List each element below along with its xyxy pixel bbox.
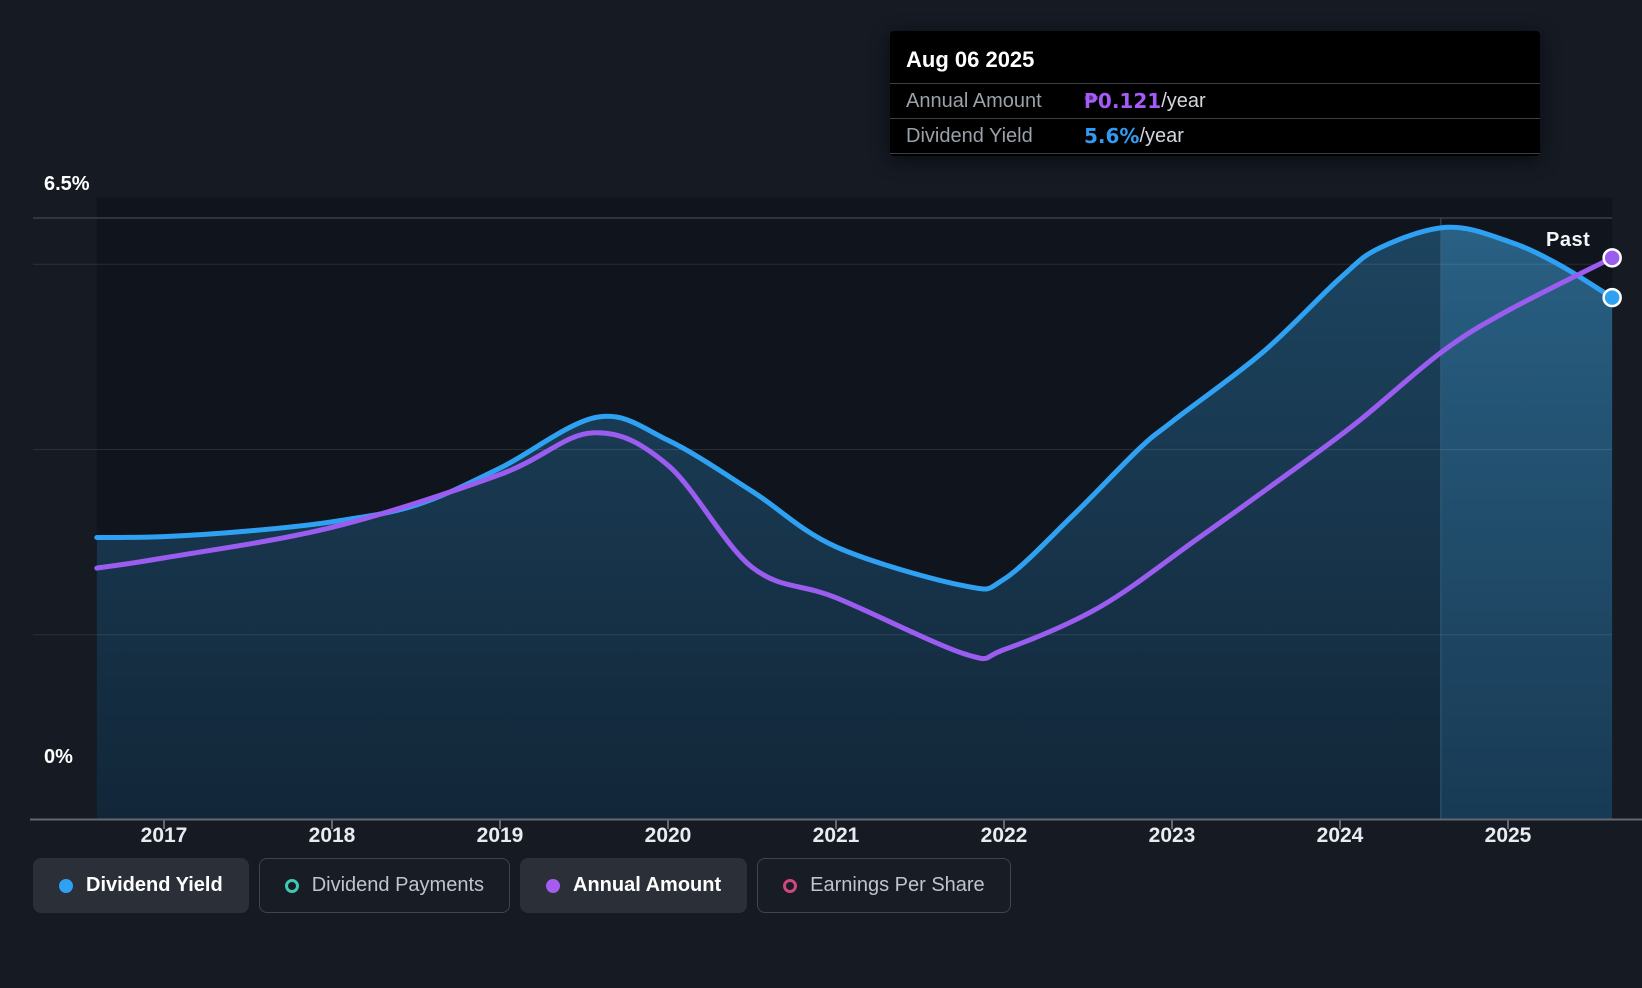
y-axis-top-label: 6.5%	[44, 173, 90, 196]
past-label: Past	[1546, 229, 1590, 252]
x-tick-label: 2017	[116, 824, 212, 848]
dividend-yield-marker-icon	[59, 879, 73, 893]
y-axis-bottom-label: 0%	[44, 746, 73, 769]
legend-label: Dividend Payments	[312, 874, 484, 897]
legend-label: Earnings Per Share	[810, 874, 985, 897]
x-tick-label: 2019	[452, 824, 548, 848]
x-tick-label: 2023	[1124, 824, 1220, 848]
tooltip-value-dividend-yield: 5.6%	[1084, 124, 1139, 148]
legend-label: Dividend Yield	[86, 874, 223, 897]
legend-button-annual-amount[interactable]: Annual Amount	[520, 858, 747, 913]
x-tick-label: 2021	[788, 824, 884, 848]
legend-button-dividend-payments[interactable]: Dividend Payments	[259, 858, 510, 913]
x-tick-label: 2022	[956, 824, 1052, 848]
series-end-dot	[1604, 289, 1621, 306]
tooltip-label: Annual Amount	[906, 90, 1084, 113]
x-tick-label: 2024	[1292, 824, 1388, 848]
tooltip-row-annual-amount: Annual Amount ₱0.121 /year	[890, 83, 1540, 118]
legend-label: Annual Amount	[573, 874, 721, 897]
tooltip-label: Dividend Yield	[906, 125, 1084, 148]
x-tick-label: 2018	[284, 824, 380, 848]
tooltip-row-dividend-yield: Dividend Yield 5.6% /year	[890, 118, 1540, 154]
dividend-payments-marker-icon	[285, 879, 299, 893]
x-tick-label: 2025	[1460, 824, 1556, 848]
x-tick-label: 2020	[620, 824, 716, 848]
legend-button-dividend-yield[interactable]: Dividend Yield	[33, 858, 249, 913]
hover-tooltip: Aug 06 2025 Annual Amount ₱0.121 /year D…	[890, 31, 1540, 156]
series-end-dot	[1604, 249, 1621, 266]
tooltip-value-annual-amount: ₱0.121	[1084, 89, 1161, 113]
tooltip-suffix: /year	[1161, 90, 1205, 113]
earnings-per-share-marker-icon	[783, 879, 797, 893]
legend: Dividend Yield Dividend Payments Annual …	[33, 858, 1011, 913]
tooltip-date: Aug 06 2025	[890, 43, 1540, 83]
legend-button-earnings-per-share[interactable]: Earnings Per Share	[757, 858, 1011, 913]
tooltip-suffix: /year	[1139, 125, 1183, 148]
dividend-history-chart[interactable]: 6.5% 0% Past 2017 2018 2019 2020 2021 20…	[0, 0, 1642, 988]
annual-amount-marker-icon	[546, 879, 560, 893]
